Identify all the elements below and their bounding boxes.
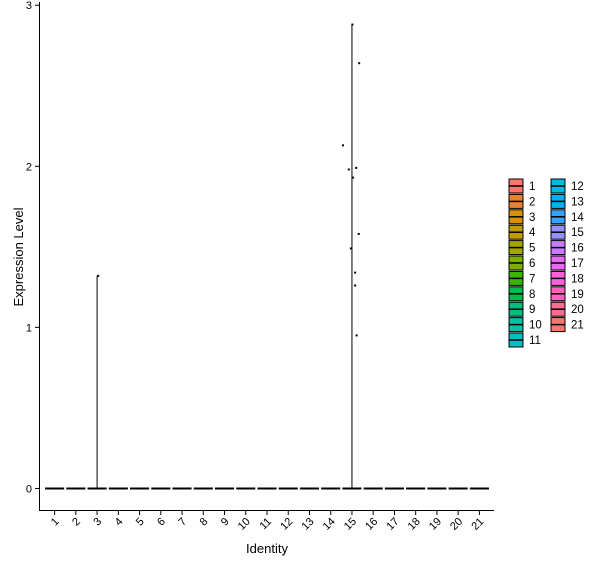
x-tick-label: 19 xyxy=(427,516,444,533)
legend-item-15: 15 xyxy=(550,224,584,240)
legend-item-21: 21 xyxy=(550,317,584,333)
legend-label: 2 xyxy=(529,196,535,208)
legend-label: 17 xyxy=(571,258,584,270)
legend-item-12: 12 xyxy=(550,178,584,194)
x-tick-label: 12 xyxy=(278,516,295,533)
legend-label: 12 xyxy=(571,181,584,193)
legend-label: 14 xyxy=(571,212,584,224)
legend-item-18: 18 xyxy=(550,270,584,286)
y-ticks: 0 1 2 3 xyxy=(26,0,39,495)
data-point xyxy=(354,271,357,274)
data-point xyxy=(342,144,345,147)
y-axis-title: Expression Level xyxy=(11,207,26,306)
legend-item-13: 13 xyxy=(550,193,584,209)
legend-label: 13 xyxy=(571,196,584,208)
legend-item-9: 9 xyxy=(508,301,535,317)
legend-item-10: 10 xyxy=(508,317,542,333)
x-tick-label: 15 xyxy=(342,516,359,533)
legend-item-11: 11 xyxy=(508,332,541,348)
legend-item-7: 7 xyxy=(508,270,535,286)
legend-item-14: 14 xyxy=(550,209,584,225)
data-point xyxy=(355,166,358,169)
x-tick-label: 3 xyxy=(91,516,104,529)
x-ticks: 1 2 3 4 5 6 7 8 9 10 11 12 13 14 15 16 17 18 19 20 21 xyxy=(49,511,487,533)
x-tick-label: 7 xyxy=(176,516,189,529)
data-point xyxy=(352,176,355,179)
violin-layer xyxy=(45,24,489,490)
legend-label: 20 xyxy=(571,304,584,316)
legend-label: 5 xyxy=(529,243,535,255)
x-tick-label: 14 xyxy=(321,516,338,533)
legend-item-6: 6 xyxy=(508,255,535,271)
legend-item-19: 19 xyxy=(550,286,584,302)
legend-label: 19 xyxy=(571,289,584,301)
y-tick-label: 1 xyxy=(26,322,32,334)
x-axis-title: Identity xyxy=(246,541,288,556)
legend-label: 7 xyxy=(529,273,535,285)
legend-label: 1 xyxy=(529,181,535,193)
data-point xyxy=(358,62,361,65)
x-tick-label: 10 xyxy=(236,516,253,533)
x-tick-label: 11 xyxy=(258,516,275,533)
legend-label: 9 xyxy=(529,304,535,316)
y-tick-label: 2 xyxy=(26,161,32,173)
legend-label: 6 xyxy=(529,258,535,270)
x-tick-label: 1 xyxy=(49,516,62,529)
axes xyxy=(39,2,494,511)
data-point xyxy=(349,247,352,250)
legend-label: 16 xyxy=(571,243,584,255)
x-tick-label: 16 xyxy=(363,516,380,533)
legend-label: 10 xyxy=(529,320,542,332)
x-tick-label: 5 xyxy=(134,516,147,529)
legend-label: 15 xyxy=(571,227,584,239)
y-tick-label: 0 xyxy=(26,483,32,495)
data-point xyxy=(351,23,354,26)
legend-item-4: 4 xyxy=(508,224,536,240)
x-tick-label: 8 xyxy=(198,516,211,529)
x-tick-label: 20 xyxy=(448,516,465,533)
x-tick-label: 21 xyxy=(469,516,486,533)
legend-item-3: 3 xyxy=(508,209,535,225)
point-layer xyxy=(97,23,361,337)
legend-item-2: 2 xyxy=(508,193,535,209)
x-tick-label: 6 xyxy=(155,516,168,529)
legend-item-17: 17 xyxy=(550,255,584,271)
legend-label: 11 xyxy=(529,335,541,347)
data-point xyxy=(354,284,357,287)
legend-item-20: 20 xyxy=(550,301,584,317)
legend-label: 3 xyxy=(529,212,535,224)
x-tick-label: 17 xyxy=(384,516,401,533)
x-tick-label: 4 xyxy=(113,516,126,529)
x-tick-label: 9 xyxy=(219,516,232,529)
legend-item-5: 5 xyxy=(508,240,535,256)
legend-item-8: 8 xyxy=(508,286,535,302)
x-tick-label: 18 xyxy=(406,516,423,533)
legend-item-16: 16 xyxy=(550,240,584,256)
y-tick-label: 3 xyxy=(26,0,32,12)
x-tick-label: 13 xyxy=(299,516,316,533)
legend-item-1: 1 xyxy=(508,178,535,194)
legend-label: 21 xyxy=(571,320,584,332)
legend-label: 8 xyxy=(529,289,535,301)
x-tick-label: 2 xyxy=(70,516,83,529)
data-point xyxy=(347,168,350,171)
legend-label: 4 xyxy=(529,227,536,239)
data-point xyxy=(355,334,358,337)
data-point xyxy=(97,274,100,277)
data-point xyxy=(357,232,360,235)
legend-label: 18 xyxy=(571,273,584,285)
